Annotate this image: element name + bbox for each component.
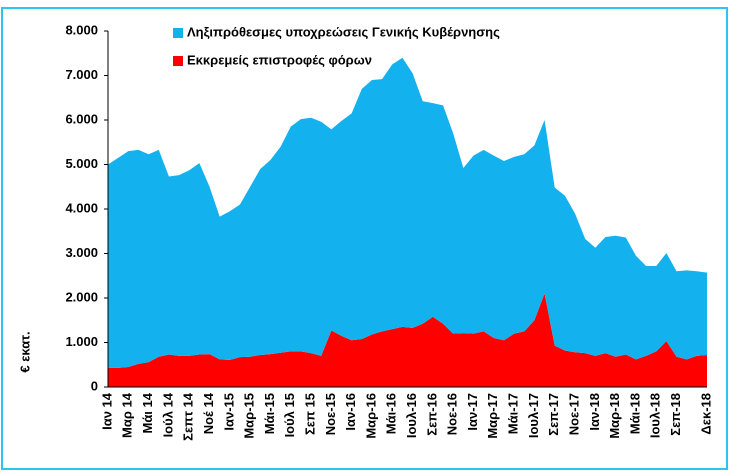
x-tick-label: Μάι-18 [627,393,642,434]
legend-label: Ληξιπρόθεσμες υποχρεώσεις Γενικής Κυβέρν… [187,24,500,39]
area [108,57,707,368]
x-tick-label: Σεπ-17 [546,393,561,436]
x-tick-label: Νοε-17 [566,393,581,435]
x-tick-label: Σεπ-18 [668,393,683,436]
x-tick-label: Ιούλ 15 [282,393,297,437]
y-tick-label: 5.000 [65,156,98,171]
y-tick-label: 1.000 [65,334,98,349]
legend-swatch [173,56,183,66]
y-tick-label: 3.000 [65,245,98,260]
x-tick-label: Ιαν-15 [221,393,236,431]
x-tick-label: Ιαν 14 [99,392,114,430]
x-tick-label: Νοέ 14 [201,392,216,434]
x-tick-label: Νοε-15 [323,393,338,435]
y-tick-label: 8.000 [65,22,98,37]
y-tick-label: 6.000 [65,111,98,126]
x-tick-label: Ιαν-16 [343,393,358,431]
x-tick-label: Μαρ-17 [485,393,500,439]
x-tick-label: Σεπ-16 [424,393,439,436]
x-tick-label: Μαρ-15 [242,393,257,439]
x-tick-label: Μάι-16 [384,393,399,434]
area [108,293,707,387]
x-tick-label: Ιουλ-16 [404,393,419,438]
x-tick-label: Ιαν-17 [465,393,480,431]
y-tick-label: 7.000 [65,67,98,82]
x-tick-label: Νοε-16 [445,393,460,435]
x-tick-label: Μάι 14 [140,392,155,433]
x-tick-label: Σεπτ 14 [181,392,196,441]
x-tick-label: Δεκ-18 [698,393,713,435]
y-tick-label: 4.000 [65,200,98,215]
x-tick-label: Ιαν-18 [587,393,602,431]
y-axis-label: € εκατ. [17,331,32,372]
legend-label: Εκκρεμείς επιστροφές φόρων [187,52,372,67]
x-tick-label: Μάι-17 [506,393,521,434]
x-tick-label: Μάι-15 [262,393,277,434]
x-tick-label: Μαρ-16 [363,393,378,439]
legend-swatch [173,28,183,38]
x-tick-label: Ιουλ-17 [526,393,541,438]
y-tick-label: 2.000 [65,289,98,304]
x-tick-label: Σεπ 15 [302,393,317,435]
x-tick-label: Μαρ 14 [120,392,135,438]
x-tick-label: Ιουλ-18 [648,393,663,438]
x-tick-label: Μαρ-18 [607,393,622,439]
y-tick-label: 0 [91,378,98,393]
x-tick-label: Ιούλ 14 [160,392,175,437]
